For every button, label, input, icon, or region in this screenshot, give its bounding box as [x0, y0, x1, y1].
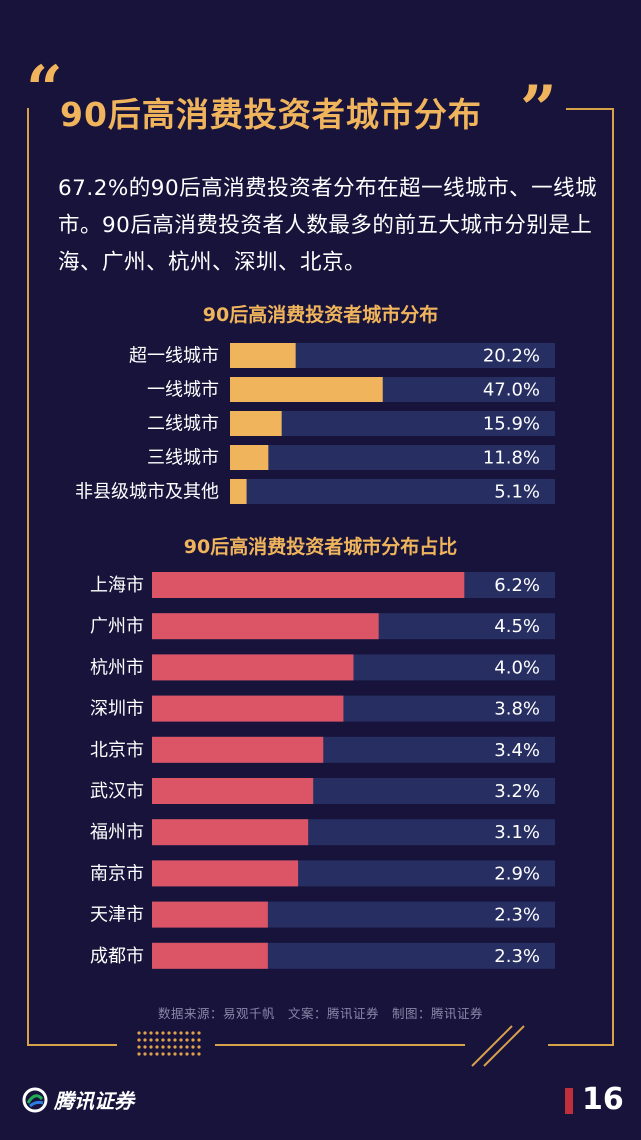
value-label: 2.3% [494, 905, 540, 926]
value-label: 4.5% [494, 616, 540, 637]
category-label: 天津市 [90, 905, 144, 926]
category-label: 非县级城市及其他 [75, 482, 219, 503]
category-label: 超一线城市 [129, 346, 219, 367]
category-label: 上海市 [90, 575, 144, 596]
bar [152, 819, 309, 846]
brand-logo: 腾讯证券 [22, 1085, 134, 1114]
category-label: 成都市 [90, 946, 144, 967]
bar [152, 942, 268, 969]
category-label: 福州市 [90, 822, 144, 843]
chart1-title: 90后高消费投资者城市分布 [202, 304, 439, 326]
category-label: 北京市 [90, 740, 144, 761]
bar [152, 778, 314, 804]
bar [230, 411, 282, 436]
value-label: 3.4% [494, 740, 540, 761]
category-label: 深圳市 [90, 699, 144, 720]
value-label: 15.9% [483, 414, 540, 435]
bar [230, 479, 247, 504]
tencent-logo-icon [22, 1087, 48, 1112]
frame-bottom-right-line [548, 1044, 614, 1046]
value-label: 2.9% [494, 863, 540, 884]
dot-grid-icon [137, 1031, 201, 1056]
bar [152, 860, 299, 887]
value-label: 4.0% [494, 657, 540, 678]
page-title: 90后高消费投资者城市分布 [60, 95, 482, 134]
value-label: 3.8% [494, 699, 540, 720]
chart2-title: 90后高消费投资者城市分布占比 [183, 536, 458, 558]
category-label: 二线城市 [147, 414, 219, 435]
bar [230, 445, 269, 470]
page-number: 16 [582, 1082, 624, 1117]
bar [230, 343, 296, 368]
bar [152, 654, 354, 681]
bar-track [230, 479, 555, 504]
slash-decoration-icon [471, 1025, 525, 1067]
category-label: 杭州市 [90, 657, 144, 678]
open-quote-icon: “ [26, 52, 63, 127]
page-number-marker [565, 1088, 573, 1114]
bar [152, 901, 268, 928]
category-label: 武汉市 [90, 781, 144, 802]
value-label: 20.2% [483, 346, 540, 367]
brand-name: 腾讯证券 [54, 1089, 134, 1113]
value-label: 5.1% [494, 482, 540, 503]
category-label: 广州市 [90, 616, 144, 637]
frame-left-line [27, 108, 29, 1046]
value-label: 2.3% [494, 946, 540, 967]
frame-bottom-left-line [27, 1044, 117, 1046]
bar-track [230, 411, 555, 436]
bar [230, 377, 383, 402]
value-label: 3.1% [494, 822, 540, 843]
value-label: 3.2% [494, 781, 540, 802]
value-label: 11.8% [483, 448, 540, 469]
bar-track [230, 445, 555, 470]
category-label: 三线城市 [147, 448, 219, 469]
data-source-footer: 数据来源：易观千帆 文案：腾讯证券 制图：腾讯证券 [157, 1006, 483, 1021]
bar [152, 736, 324, 763]
frame-bottom-mid-line [215, 1044, 465, 1046]
category-label: 南京市 [90, 863, 144, 884]
category-label: 一线城市 [147, 380, 219, 401]
frame-top-line [566, 108, 614, 110]
value-label: 6.2% [494, 575, 540, 596]
bar [152, 695, 344, 722]
bar [152, 613, 379, 640]
intro-paragraph: 67.2%的90后高消费投资者分布在超一线城市、一线城市。90后高消费投资者人数… [58, 176, 598, 275]
bar [152, 572, 465, 598]
close-quote-icon: ” [520, 72, 557, 147]
value-label: 47.0% [483, 380, 540, 401]
frame-right-line [612, 108, 614, 1046]
